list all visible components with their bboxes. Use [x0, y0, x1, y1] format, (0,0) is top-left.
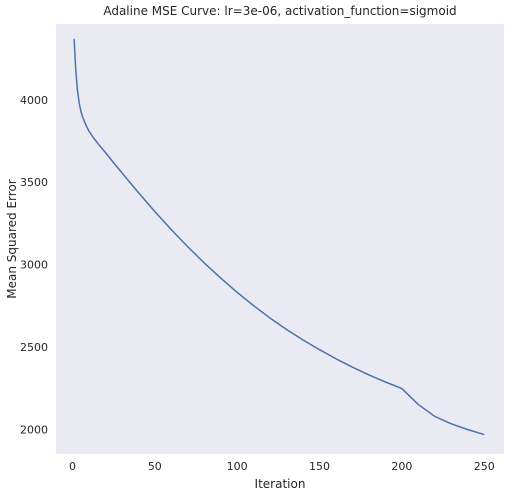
x-tick-label: 200 — [391, 460, 412, 473]
y-axis-ticks: 2000 2500 3000 3500 4000 — [20, 94, 48, 437]
y-axis-label: Mean Squared Error — [5, 179, 19, 299]
y-tick-label: 3000 — [20, 259, 48, 272]
x-tick-label: 0 — [69, 460, 76, 473]
x-axis-label: Iteration — [255, 477, 306, 491]
x-tick-label: 100 — [227, 460, 248, 473]
chart-title: Adaline MSE Curve: lr=3e-06, activation_… — [103, 4, 456, 18]
plot-area — [56, 24, 504, 454]
y-tick-label: 2000 — [20, 423, 48, 436]
y-tick-label: 3500 — [20, 176, 48, 189]
x-tick-label: 150 — [309, 460, 330, 473]
series-line-mse — [73, 38, 485, 436]
y-tick-label: 2500 — [20, 341, 48, 354]
x-tick-label: 50 — [148, 460, 162, 473]
x-axis-ticks: 0 50 100 150 200 250 — [69, 460, 495, 473]
y-tick-label: 4000 — [20, 94, 48, 107]
x-tick-label: 250 — [474, 460, 495, 473]
